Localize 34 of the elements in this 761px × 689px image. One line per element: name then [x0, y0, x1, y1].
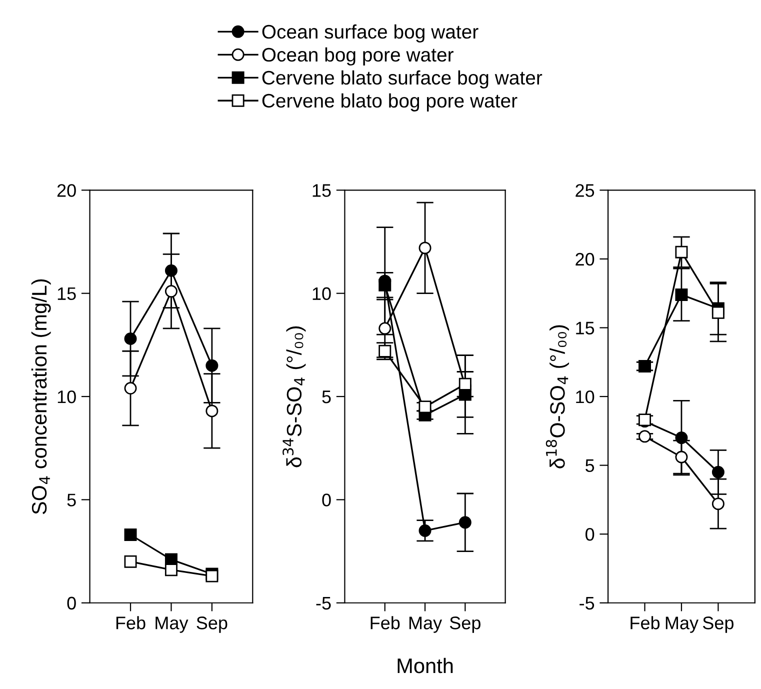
x-axis-title: Month	[398, 658, 453, 674]
y-tick-label: 5	[322, 390, 331, 404]
y-tick-label: 15	[312, 184, 331, 197]
legend-label: Cervene blato surface bog water	[262, 70, 542, 88]
y-tick-label: 15	[576, 322, 594, 334]
x-tick-label: Feb	[370, 616, 400, 630]
y-axis-title: SO$_{4}$ concentration (mg/L)	[31, 279, 51, 514]
legend-label: Cervene blato bog pore water	[262, 93, 518, 112]
y-tick-label: 10	[576, 390, 594, 404]
y-tick-label: 10	[58, 390, 76, 404]
x-tick-label: Feb	[116, 616, 146, 630]
y-tick-label: -5	[316, 596, 331, 610]
y-tick-label: 10	[312, 287, 331, 300]
x-tick-label: Feb	[630, 616, 660, 630]
y-tick-label: 0	[586, 528, 594, 541]
x-tick-label: May	[409, 616, 442, 633]
y-tick-label: -5	[580, 596, 594, 610]
y-axis-title: δ$^{34}$S-SO$_{4}$ (°/₀₀)	[282, 326, 306, 468]
y-axis-title: δ$^{18}$O-SO$_{4}$ (°/₀₀)	[546, 325, 569, 468]
y-tick-label: 25	[576, 184, 594, 197]
x-tick-label: Sep	[450, 616, 480, 633]
y-tick-label: 5	[67, 494, 76, 506]
x-tick-label: Sep	[702, 616, 734, 633]
legend-label: Ocean bog pore water	[262, 47, 454, 66]
y-tick-label: 15	[58, 287, 76, 300]
y-tick-label: 20	[57, 184, 76, 197]
y-tick-label: 5	[586, 459, 594, 472]
x-tick-label: May	[156, 616, 188, 633]
y-tick-label: 0	[67, 596, 76, 610]
x-tick-label: May	[666, 616, 698, 633]
y-tick-label: 20	[576, 252, 594, 266]
y-tick-label: 0	[322, 494, 331, 506]
legend-label: Ocean surface bog water	[262, 24, 478, 43]
x-tick-label: Sep	[196, 616, 228, 633]
